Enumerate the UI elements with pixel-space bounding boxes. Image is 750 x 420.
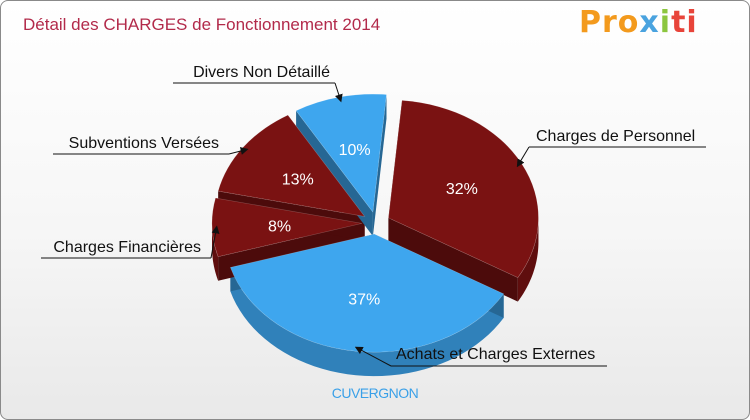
- callout-leader-subventions-versees: [228, 147, 249, 155]
- callout-label-divers-non-detaille: Divers Non Détaillé: [193, 64, 330, 81]
- callout-leader-charges-financieres: [210, 225, 220, 259]
- chart-title: Détail des CHARGES de Fonctionnement 201…: [23, 15, 381, 34]
- pie-slice-value-subventions-versees: 13%: [282, 171, 314, 188]
- pie-slice-value-charges-de-personnel: 32%: [446, 181, 478, 198]
- pie-slice-value-achats-et-charges-externes: 37%: [348, 292, 380, 309]
- callout-leader-charges-de-personnel: [516, 146, 530, 168]
- callout-label-charges-financieres: Charges Financières: [53, 239, 201, 256]
- pie-slice-value-charges-financieres: 8%: [268, 219, 291, 236]
- pie-slice-side-charges-financieres: [212, 223, 219, 281]
- callout-leader-achats-et-charges-externes: [354, 346, 392, 367]
- callout-label-charges-de-personnel: Charges de Personnel: [536, 128, 695, 145]
- pie-slice-value-divers-non-detaille: 10%: [339, 142, 371, 159]
- callout-label-achats-et-charges-externes: Achats et Charges Externes: [396, 346, 595, 363]
- proxiti-logo[interactable]: Proxiti: [579, 5, 698, 40]
- callout-leader-divers-non-detaille: [334, 82, 343, 103]
- pie-slice-wall-divers-non-detaille: [372, 94, 387, 237]
- pie-slice-side-charges-de-personnel: [517, 217, 539, 302]
- pie-slice-side-achats-et-charges-externes: [230, 267, 504, 377]
- callout-label-subventions-versees: Subventions Versées: [69, 135, 219, 152]
- pie-slice-wall-charges-de-personnel: [388, 217, 518, 302]
- commune-name: CUVERGNON: [331, 385, 419, 401]
